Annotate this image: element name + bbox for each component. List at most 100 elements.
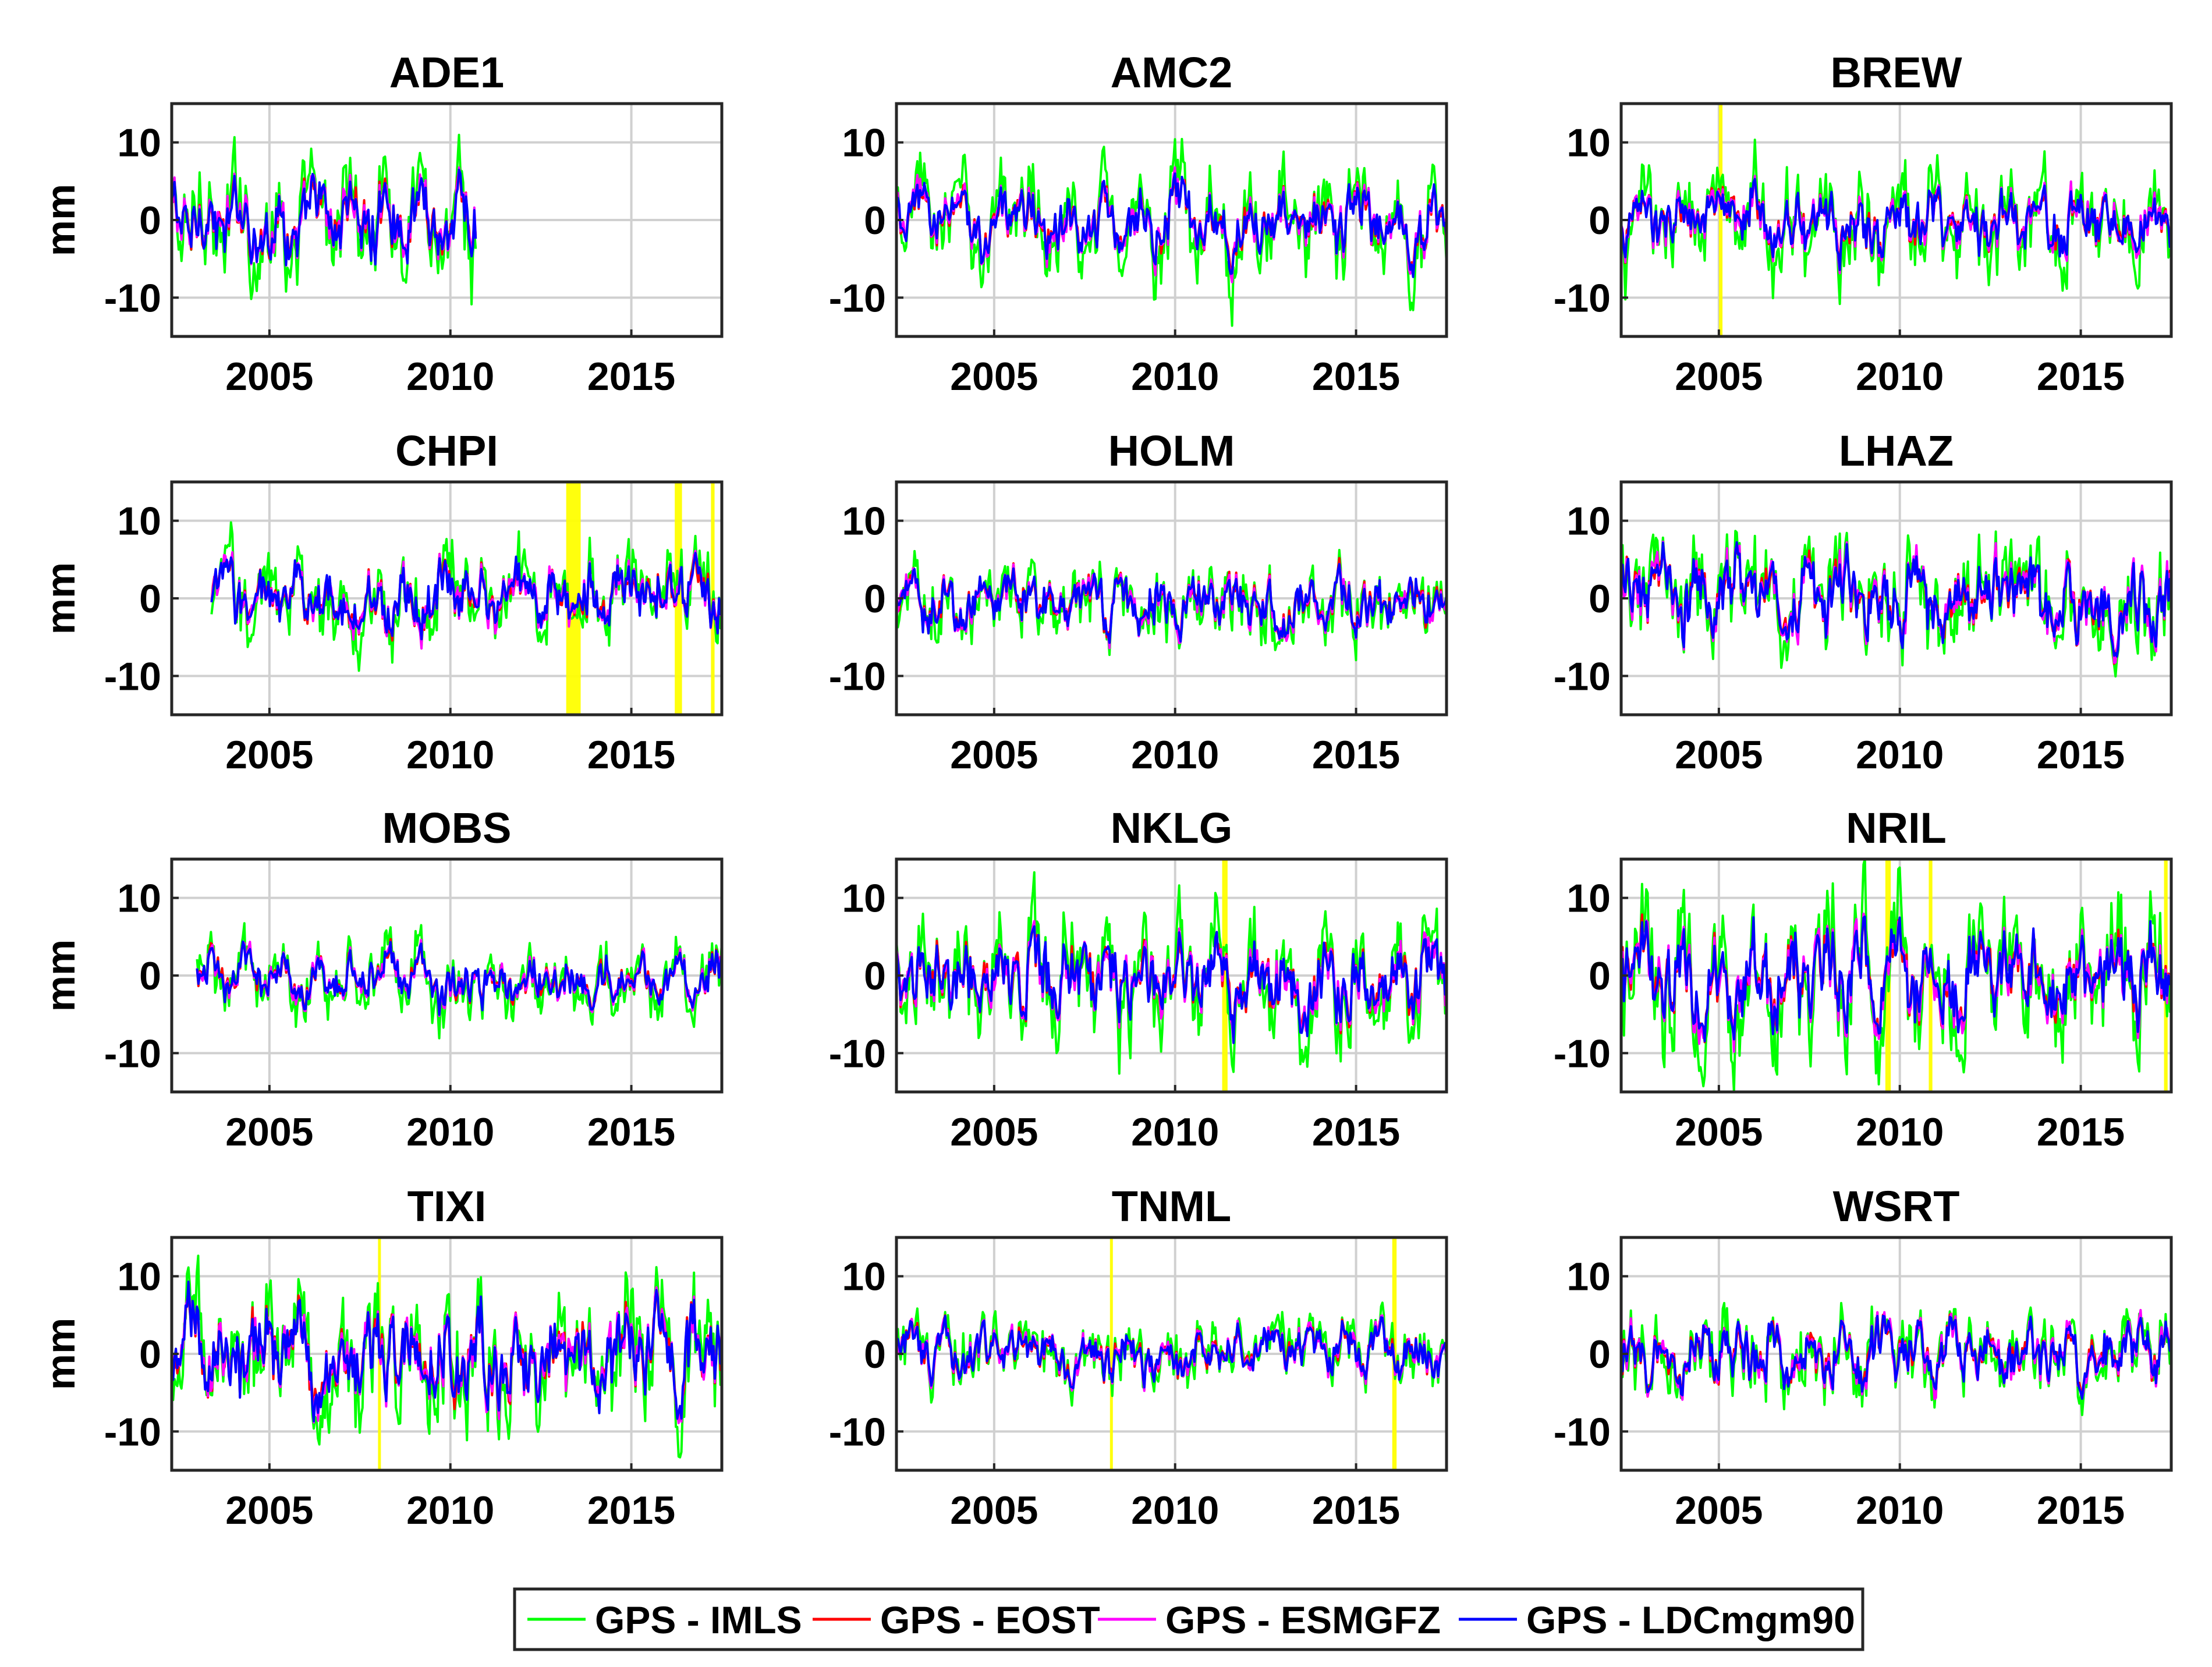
panel-nklg: NKLG 2005 2010 2015 -10 0 10 — [829, 804, 1448, 1154]
panel-title: LHAZ — [1839, 427, 1954, 475]
y-tick-label: -10 — [1554, 1031, 1611, 1076]
x-tick-label: 2005 — [225, 733, 313, 777]
y-tick-label: 0 — [139, 1332, 161, 1377]
series-line-ldcmgm90 — [210, 552, 722, 641]
x-tick-label: 2015 — [2037, 1110, 2125, 1154]
y-tick-label: 10 — [842, 499, 886, 544]
y-tick-label: 10 — [1566, 877, 1611, 921]
x-tick-label: 2015 — [587, 1488, 675, 1533]
y-tick-label: 0 — [864, 577, 886, 621]
y-tick-label: 0 — [864, 1332, 886, 1377]
y-tick-label: 10 — [117, 121, 161, 165]
x-tick-label: 2010 — [1131, 733, 1219, 777]
panel-ade1: ADE1 mm 2005 2010 2015 -10 0 10 — [38, 48, 724, 399]
legend-box — [513, 1587, 1864, 1651]
x-tick-label: 2010 — [1131, 1488, 1219, 1533]
y-tick-label: -10 — [104, 1410, 161, 1454]
x-tick-label: 2005 — [225, 354, 313, 399]
x-tick-label: 2015 — [2037, 354, 2125, 399]
y-tick-label: 10 — [117, 1255, 161, 1299]
series-line-ldcmgm90 — [172, 1281, 722, 1423]
y-tick-label: -10 — [829, 654, 886, 698]
panel-title: AMC2 — [1111, 48, 1233, 97]
legend: GPS - IMLS GPS - EOST GPS - ESMGFZ GPS - LD… — [513, 1587, 1864, 1651]
series-line-ldcmgm90 — [896, 925, 1447, 1044]
legend-item: GPS - LDCmgm90 — [1459, 1598, 1855, 1641]
y-axis-label: mm — [38, 939, 83, 1012]
legend-label: GPS - ESMGFZ — [1165, 1598, 1441, 1641]
y-tick-label: 0 — [1589, 1332, 1611, 1377]
panel-title: NKLG — [1111, 804, 1233, 852]
panel-title: HOLM — [1108, 427, 1235, 475]
x-tick-label: 2015 — [1312, 1488, 1400, 1533]
highlight-band — [1718, 104, 1723, 336]
x-tick-label: 2005 — [1675, 354, 1763, 399]
legend-item: GPS - ESMGFZ — [1098, 1598, 1441, 1641]
x-tick-label: 2015 — [2037, 1488, 2125, 1533]
x-tick-label: 2005 — [225, 1110, 313, 1154]
y-tick-label: 0 — [139, 577, 161, 621]
x-tick-label: 2010 — [1856, 733, 1944, 777]
y-tick-label: -10 — [829, 276, 886, 320]
y-tick-label: -10 — [829, 1031, 886, 1076]
x-tick-label: 2010 — [1131, 354, 1219, 399]
panel-amc2: AMC2 2005 2010 2015 -10 0 10 — [829, 48, 1448, 399]
series-line-imls — [172, 133, 477, 306]
x-tick-label: 2005 — [950, 1110, 1038, 1154]
panel-holm: HOLM 2005 2010 2015 -10 0 10 — [829, 427, 1448, 777]
x-tick-label: 2010 — [1131, 1110, 1219, 1154]
y-tick-label: -10 — [104, 276, 161, 320]
x-tick-label: 2005 — [225, 1488, 313, 1533]
y-tick-label: 10 — [1566, 499, 1611, 544]
series-line-ldcmgm90 — [1621, 1314, 2171, 1400]
panel-lhaz: LHAZ 2005 2010 2015 -10 0 10 — [1554, 427, 2173, 777]
panel-tnml: TNML 2005 2010 2015 -10 0 10 — [829, 1182, 1448, 1533]
series-line-ldcmgm90 — [1621, 541, 2171, 658]
y-tick-label: -10 — [829, 1410, 886, 1454]
panel-nril: NRIL 2005 2010 2015 -10 0 10 — [1554, 804, 2173, 1154]
panel-wsrt: WSRT 2005 2010 2015 -10 0 10 — [1554, 1182, 2173, 1533]
series-line-ldcmgm90 — [896, 563, 1447, 644]
legend-label: GPS - LDCmgm90 — [1526, 1598, 1855, 1641]
y-tick-label: 0 — [139, 954, 161, 998]
panel-title: WSRT — [1833, 1182, 1960, 1230]
x-tick-label: 2010 — [406, 354, 494, 399]
panel-title: TIXI — [407, 1182, 487, 1230]
panels-layer: ADE1 mm 2005 2010 2015 -10 0 10 AMC2 2005 2010 2015… — [38, 48, 2173, 1533]
x-tick-label: 2015 — [1312, 1110, 1400, 1154]
y-tick-label: 10 — [1566, 1255, 1611, 1299]
series-line-imls — [896, 137, 1447, 327]
x-tick-label: 2015 — [587, 1110, 675, 1154]
y-axis-label: mm — [38, 184, 83, 256]
series-line-ldcmgm90 — [896, 172, 1447, 278]
x-tick-label: 2010 — [406, 1110, 494, 1154]
y-tick-label: -10 — [104, 654, 161, 698]
y-tick-label: -10 — [1554, 276, 1611, 320]
panel-title: BREW — [1830, 48, 1962, 97]
panel-title: ADE1 — [389, 48, 504, 97]
highlight-band — [1929, 859, 1933, 1092]
panel-tixi: TIXI mm 2005 2010 2015 -10 0 10 — [38, 1182, 724, 1533]
highlight-band — [1109, 1237, 1113, 1470]
y-tick-label: 10 — [117, 499, 161, 544]
y-tick-label: -10 — [1554, 1410, 1611, 1454]
y-tick-label: 0 — [1589, 198, 1611, 243]
x-tick-label: 2010 — [406, 1488, 494, 1533]
x-tick-label: 2015 — [1312, 354, 1400, 399]
series-line-ldcmgm90 — [896, 1315, 1447, 1389]
series-line-ldcmgm90 — [172, 168, 477, 267]
y-tick-label: -10 — [104, 1031, 161, 1076]
x-tick-label: 2005 — [1675, 733, 1763, 777]
legend-item: GPS - EOST — [813, 1598, 1100, 1641]
x-tick-label: 2005 — [950, 354, 1038, 399]
y-tick-label: 0 — [1589, 954, 1611, 998]
y-tick-label: -10 — [1554, 654, 1611, 698]
x-tick-label: 2005 — [1675, 1488, 1763, 1533]
highlight-band — [1222, 859, 1228, 1092]
series-line-ldcmgm90 — [1621, 915, 2171, 1042]
x-tick-label: 2010 — [406, 733, 494, 777]
x-tick-label: 2010 — [1856, 1488, 1944, 1533]
y-tick-label: 0 — [1589, 577, 1611, 621]
y-tick-label: 10 — [842, 121, 886, 165]
y-tick-label: 0 — [139, 198, 161, 243]
